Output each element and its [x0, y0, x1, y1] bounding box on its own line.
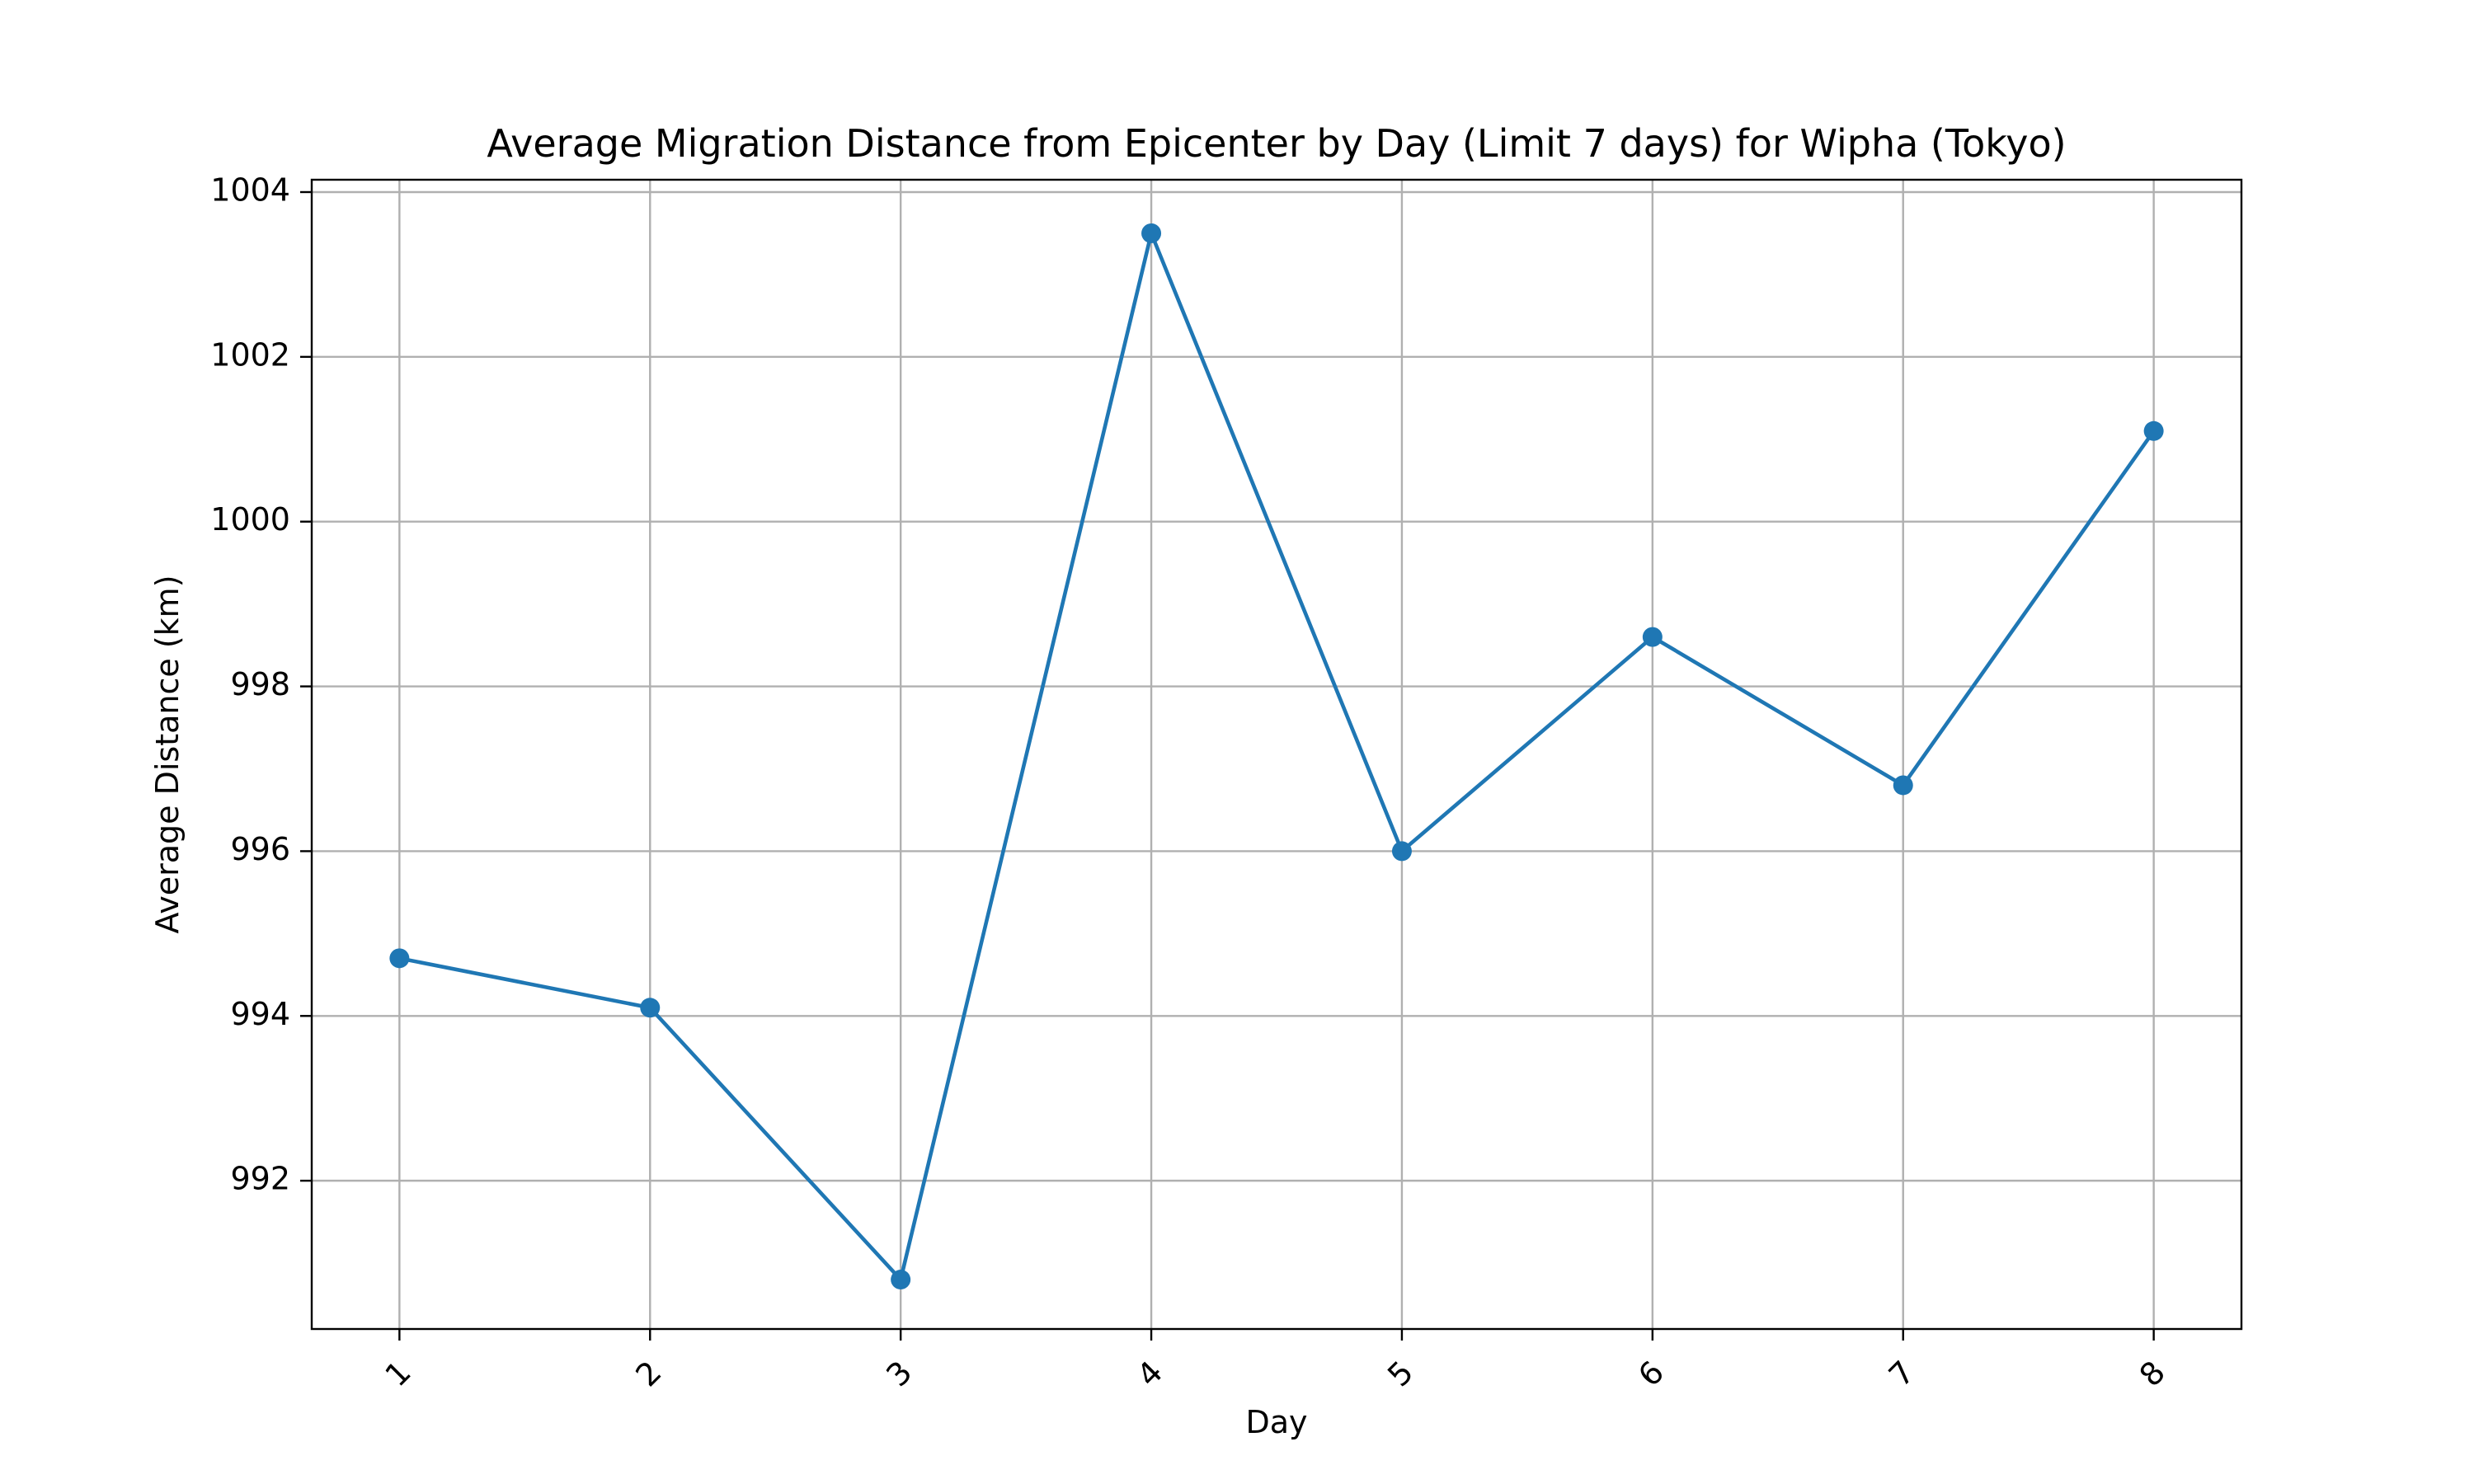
data-point — [1893, 775, 1913, 796]
data-point — [640, 998, 661, 1018]
grid — [312, 180, 2241, 1329]
y-tick-label: 998 — [230, 666, 290, 702]
series-layer — [389, 223, 2164, 1290]
y-tick-label: 992 — [230, 1161, 290, 1197]
y-tick-label: 1000 — [210, 501, 290, 538]
data-point — [2143, 420, 2164, 441]
data-point — [389, 948, 410, 969]
y-tick-label: 996 — [230, 831, 290, 867]
data-point — [1141, 223, 1162, 243]
y-tick-label: 1002 — [210, 336, 290, 373]
series-line — [397, 231, 2157, 1282]
data-point — [1391, 841, 1412, 862]
plot-area-frame — [310, 178, 2243, 1331]
data-point — [1642, 627, 1663, 647]
x-axis-label: Day — [1245, 1404, 1307, 1440]
y-axis-label: Average Distance (km) — [149, 575, 186, 933]
y-tick-label: 994 — [230, 996, 290, 1032]
data-point — [891, 1270, 911, 1290]
chart-title: Average Migration Distance from Epicente… — [487, 121, 2066, 166]
y-tick-label: 1004 — [210, 171, 290, 208]
